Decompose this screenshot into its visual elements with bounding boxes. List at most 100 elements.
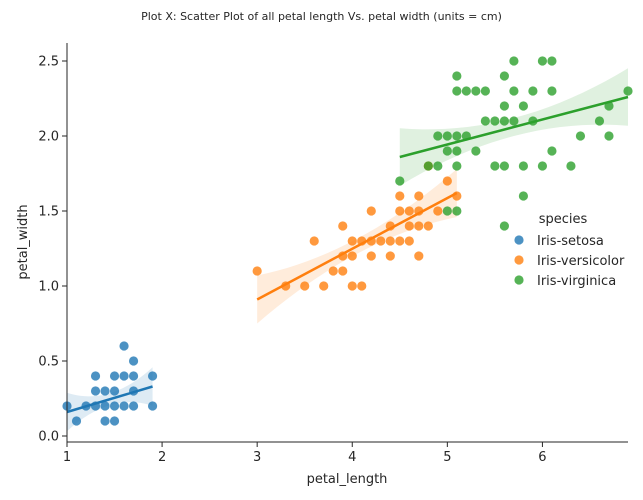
legend-marker-iris-setosa [514,235,524,245]
iris-virginica-point [461,131,471,141]
iris-versicolor-point [395,191,405,201]
x-tick-label: 1 [63,450,71,465]
iris-setosa-point [100,386,110,396]
y-tick-label: 0.0 [38,430,59,445]
iris-virginica-point [452,161,462,171]
iris-virginica-point [433,161,443,171]
iris-versicolor-point [385,236,395,246]
iris-setosa-point [109,401,120,411]
iris-versicolor-point [347,281,357,291]
iris-virginica-point [509,116,519,126]
axes [66,43,628,443]
iris-virginica-point [480,116,490,126]
iris-virginica-point [452,71,462,81]
y-axis-label: petal_width [16,204,31,279]
iris-versicolor-regression-line [256,191,458,301]
iris-virginica-point [547,86,557,96]
iris-virginica-point [499,161,509,171]
iris-virginica-point [471,146,481,156]
iris-virginica-point [509,86,519,96]
iris-virginica-point [518,101,529,111]
iris-virginica-point [452,131,462,141]
iris-versicolor-point [366,251,376,261]
iris-virginica-point [499,116,509,126]
legend-label-iris-versicolor: Iris-versicolor [537,254,625,269]
iris-versicolor-point [385,221,395,231]
iris-virginica-point [471,86,481,96]
y-tick-label: 2.0 [38,130,59,145]
iris-setosa-point [90,386,101,396]
iris-virginica-point [604,131,614,141]
y-tick-label: 0.5 [38,355,59,370]
iris-versicolor-point [414,251,424,261]
iris-versicolor-point [357,281,367,291]
iris-setosa-point [109,371,120,381]
iris-virginica-point [442,206,452,216]
iris-versicolor-point [300,281,310,291]
y-tick-label: 1.5 [38,205,59,220]
iris-virginica-point [547,56,557,66]
iris-virginica-point [452,146,462,156]
x-ticks: 1 2 3 4 5 6 [63,442,547,465]
iris-setosa-point [128,356,139,366]
iris-virginica-point [566,161,576,171]
iris-setosa-point [81,401,91,411]
iris-versicolor-point [338,266,348,276]
iris-setosa-point [90,371,101,381]
iris-versicolor-point [395,206,405,216]
y-tick-label: 1.0 [38,280,59,295]
iris-virginica-point [423,161,433,171]
iris-setosa-point [128,386,139,396]
iris-virginica-point [480,86,490,96]
iris-versicolor-point [347,236,357,246]
iris-versicolor-point [442,176,452,186]
legend-label-iris-virginica: Iris-virginica [537,274,616,289]
iris-virginica-point [623,86,633,96]
iris-virginica-point [490,116,500,126]
iris-versicolor-point [376,236,386,246]
iris-versicolor-point [414,191,424,201]
iris-versicolor-point [338,251,348,261]
legend: species Iris-setosa Iris-versicolor Iris-v… [514,212,625,289]
iris-versicolor-point [366,236,376,246]
iris-setosa-point [100,416,110,426]
iris-setosa-point [119,401,129,411]
y-tick-label: 2.5 [38,55,59,70]
iris-virginica-point [499,101,509,111]
iris-setosa-point [109,386,120,396]
iris-virginica-point [442,146,452,156]
y-ticks: 0.0 0.5 1.0 1.5 2.0 2.5 [38,55,67,445]
iris-virginica-point [490,161,500,171]
x-tick-label: 3 [253,450,261,465]
iris-versicolor-point [414,221,424,231]
legend-marker-iris-versicolor [514,255,524,265]
iris-versicolor-point [404,236,414,246]
iris-versicolor-point [328,266,338,276]
iris-setosa-point [90,401,101,411]
iris-virginica-point [528,116,538,126]
iris-versicolor-point [252,266,262,276]
iris-setosa-point [147,371,158,381]
iris-virginica-point [537,56,548,66]
iris-versicolor-point [309,236,319,246]
legend-label-iris-setosa: Iris-setosa [537,234,604,249]
iris-virginica-point [547,146,557,156]
iris-versicolor-point [319,281,329,291]
iris-versicolor-point [414,206,424,216]
iris-versicolor-point [404,206,414,216]
x-tick-label: 2 [158,450,166,465]
iris-versicolor-point [433,206,443,216]
iris-versicolor-point [452,191,462,201]
iris-virginica-point [537,161,548,171]
iris-virginica-point [509,56,519,66]
iris-virginica-point [461,86,471,96]
iris-virginica-point [395,176,405,186]
iris-virginica-regression-line [399,95,629,159]
iris-virginica-point [433,131,443,141]
x-axis-label: petal_length [307,472,388,487]
iris-virginica-point [499,71,509,81]
regression-lines [66,95,629,414]
iris-virginica-point [528,86,538,96]
iris-versicolor-point [338,221,348,231]
